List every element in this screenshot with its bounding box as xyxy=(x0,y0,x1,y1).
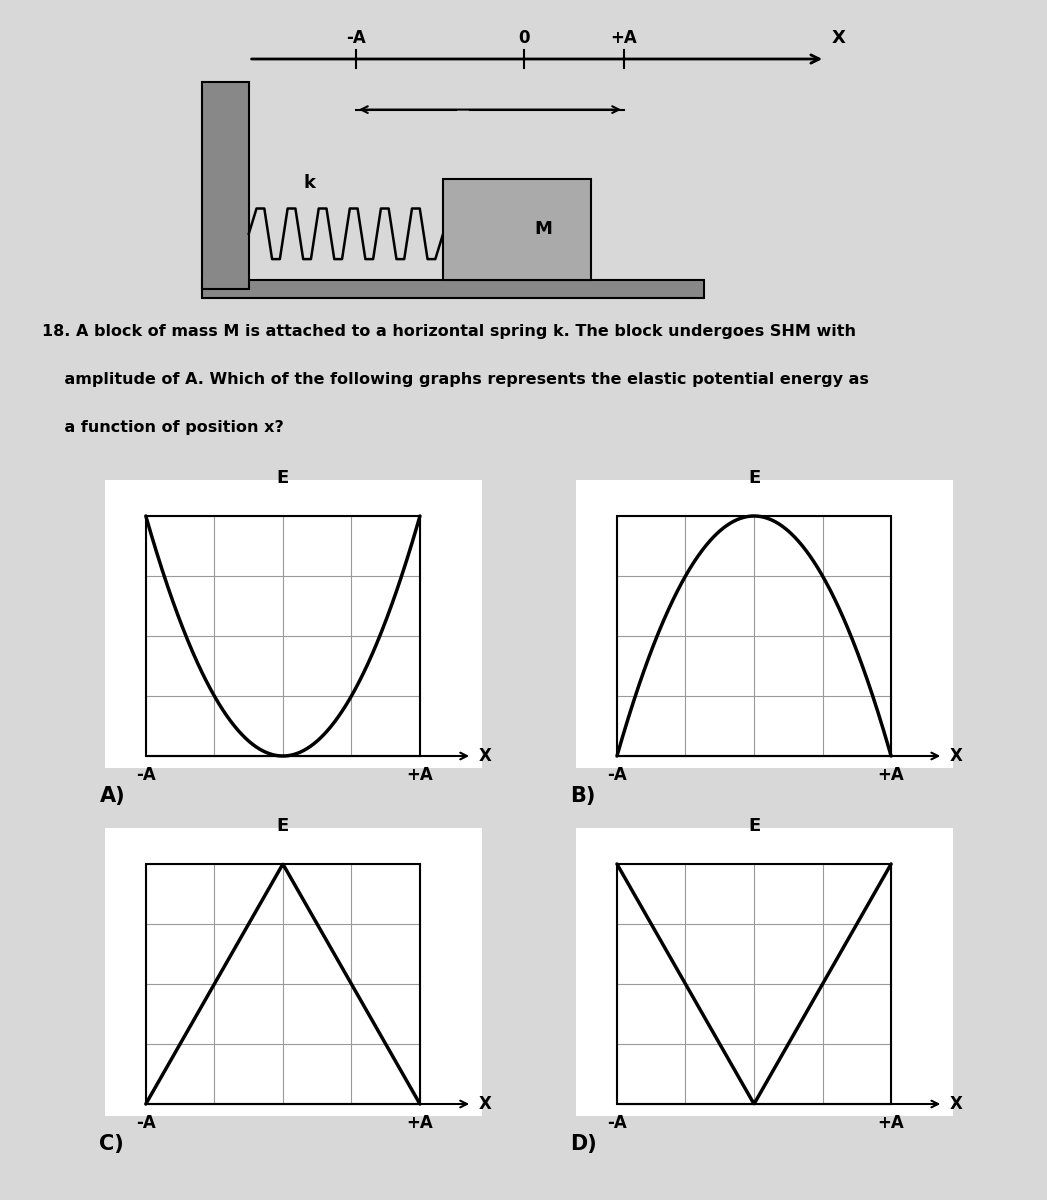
Text: X: X xyxy=(950,1094,963,1114)
Bar xyxy=(146,864,420,1104)
Text: amplitude of A. Which of the following graphs represents the elastic potential e: amplitude of A. Which of the following g… xyxy=(42,372,869,386)
Text: +A: +A xyxy=(406,766,433,784)
Text: E: E xyxy=(276,817,289,835)
Text: M: M xyxy=(535,221,553,238)
Text: -A: -A xyxy=(347,29,365,47)
Text: 18. A block of mass M is attached to a horizontal spring k. The block undergoes : 18. A block of mass M is attached to a h… xyxy=(42,324,855,338)
Text: +A: +A xyxy=(610,29,638,47)
Text: D): D) xyxy=(571,1134,598,1154)
Text: a function of position x?: a function of position x? xyxy=(42,420,284,434)
Text: X: X xyxy=(478,746,492,766)
Text: E: E xyxy=(748,469,760,487)
Text: k: k xyxy=(303,174,315,192)
Text: +A: +A xyxy=(406,1114,433,1132)
Bar xyxy=(146,516,420,756)
Bar xyxy=(202,82,249,289)
Text: E: E xyxy=(748,817,760,835)
Text: E: E xyxy=(276,469,289,487)
Text: A): A) xyxy=(99,786,125,806)
Text: B): B) xyxy=(571,786,596,806)
Bar xyxy=(202,280,705,298)
Bar xyxy=(617,516,891,756)
Text: +A: +A xyxy=(877,1114,905,1132)
Text: -A: -A xyxy=(136,766,156,784)
Text: -A: -A xyxy=(607,1114,627,1132)
Text: X: X xyxy=(478,1094,492,1114)
Text: -A: -A xyxy=(136,1114,156,1132)
Text: C): C) xyxy=(99,1134,125,1154)
Text: -A: -A xyxy=(607,766,627,784)
Text: X: X xyxy=(831,29,845,47)
Text: 0: 0 xyxy=(518,29,529,47)
Text: +A: +A xyxy=(877,766,905,784)
Bar xyxy=(443,179,591,280)
Text: X: X xyxy=(950,746,963,766)
Bar xyxy=(617,864,891,1104)
